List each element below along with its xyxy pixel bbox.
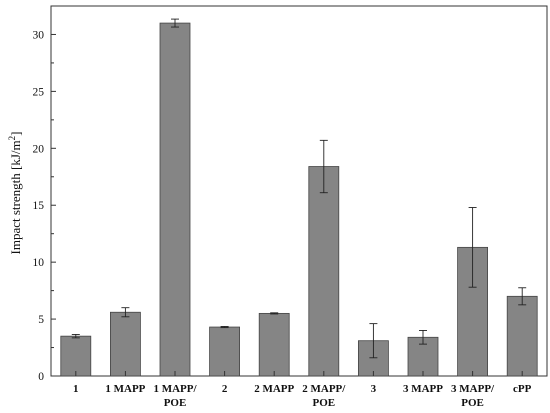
bar <box>308 166 340 377</box>
bar <box>506 295 538 377</box>
x-tick-label-line: 1 <box>73 383 79 395</box>
x-tick-label-line: 3 MAPP/ <box>451 383 495 395</box>
y-axis-title-close: ] <box>8 132 23 136</box>
plot-area <box>50 5 548 377</box>
x-tick-label: cPP <box>513 383 532 395</box>
x-tick-label-line: 1 MAPP <box>105 383 145 395</box>
bar <box>209 326 241 377</box>
x-tick-label-line: 2 MAPP/ <box>302 383 346 395</box>
y-tick-label: 10 <box>33 257 45 269</box>
y-tick-label: 30 <box>33 29 45 41</box>
x-tick-label: 3 MAPP <box>403 383 443 395</box>
bar-series <box>60 22 538 377</box>
y-tick-label: 5 <box>38 314 44 326</box>
x-tick-label: 2 <box>222 383 228 395</box>
x-tick-label: 3 <box>371 383 377 395</box>
x-tick-label-line: 3 MAPP <box>403 383 443 395</box>
y-tick-label: 0 <box>38 371 44 383</box>
x-tick-label-line: 2 MAPP <box>254 383 294 395</box>
y-tick-label: 15 <box>33 200 45 212</box>
bar <box>60 335 92 377</box>
y-tick-label: 25 <box>33 86 45 98</box>
x-tick-label: 2 MAPP <box>254 383 294 395</box>
x-tick-label: 1 MAPP/POE <box>153 383 197 409</box>
y-axis: 0 5 10 15 20 25 30 <box>33 29 56 383</box>
x-tick-label-line: 2 <box>222 383 228 395</box>
x-tick-label-line: 3 <box>371 383 377 395</box>
x-tick-label: 2 MAPP/POE <box>302 383 346 409</box>
x-tick-label-line: POE <box>312 397 335 409</box>
x-tick-label-line: POE <box>461 397 484 409</box>
x-tick-label: 1 MAPP <box>105 383 145 395</box>
y-axis-title: Impact strength [kJ/m2] <box>7 132 23 255</box>
y-axis-title-main: Impact strength [kJ/m <box>8 140 23 254</box>
x-tick-label: 3 MAPP/POE <box>451 383 495 409</box>
bar <box>258 312 290 377</box>
bar <box>159 22 191 377</box>
error-bar-series <box>71 18 527 359</box>
x-tick-label-line: cPP <box>513 383 532 395</box>
x-tick-label-line: POE <box>164 397 187 409</box>
y-axis-title-superscript: 2 <box>7 136 17 141</box>
bar <box>110 311 141 377</box>
plot-frame <box>50 5 548 377</box>
x-axis: 1 1 MAPP 1 MAPP/POE 2 2 MAPP 2 MAPP/POE 3 3 MAP… <box>73 371 532 409</box>
y-tick-label: 20 <box>33 143 45 155</box>
x-tick-label-line: 1 MAPP/ <box>153 383 197 395</box>
x-tick-label: 1 <box>73 383 79 395</box>
